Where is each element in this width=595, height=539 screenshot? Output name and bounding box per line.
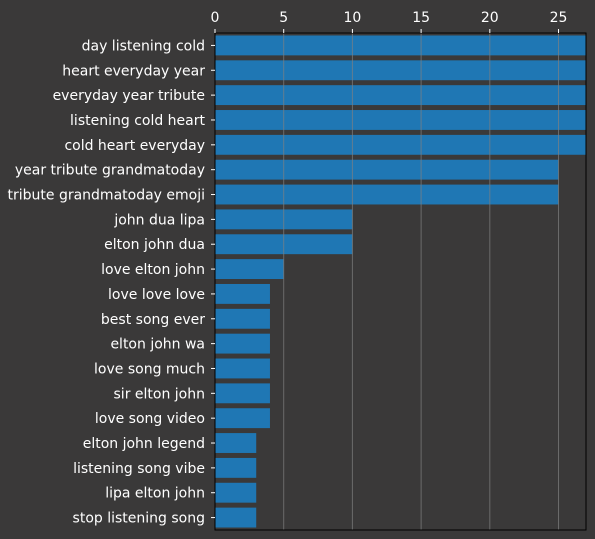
bar bbox=[215, 85, 586, 106]
category-label: love song much bbox=[94, 361, 205, 377]
category-label: year tribute grandmatoday bbox=[15, 163, 205, 179]
bar bbox=[215, 482, 257, 503]
category-label: listening cold heart bbox=[70, 113, 205, 129]
bar bbox=[215, 184, 559, 205]
bar bbox=[215, 333, 270, 354]
category-label: love song video bbox=[95, 411, 205, 427]
category-label: best song ever bbox=[101, 312, 205, 328]
category-label: elton john wa bbox=[110, 337, 205, 353]
category-label: love love love bbox=[108, 287, 205, 303]
category-label: day listening cold bbox=[82, 38, 205, 54]
x-tick-label: 10 bbox=[343, 10, 361, 26]
x-tick-label: 25 bbox=[550, 10, 568, 26]
bar bbox=[215, 457, 257, 478]
bar bbox=[215, 159, 559, 180]
category-label: tribute grandmatoday emoji bbox=[8, 188, 206, 204]
bar bbox=[215, 35, 586, 56]
category-label: stop listening song bbox=[73, 511, 205, 527]
bar bbox=[215, 283, 270, 304]
bar bbox=[215, 60, 586, 81]
x-tick-label: 15 bbox=[412, 10, 430, 26]
bar bbox=[215, 259, 284, 280]
bar bbox=[215, 308, 270, 329]
x-tick-label: 5 bbox=[279, 10, 288, 26]
bar bbox=[215, 110, 586, 130]
bar bbox=[215, 358, 270, 379]
bar bbox=[215, 383, 270, 404]
bar bbox=[215, 433, 257, 453]
bar bbox=[215, 134, 586, 155]
category-label: everyday year tribute bbox=[53, 88, 205, 104]
bar bbox=[215, 507, 257, 528]
category-label: lipa elton john bbox=[105, 486, 205, 502]
x-tick-label: 20 bbox=[481, 10, 499, 26]
category-label: elton john legend bbox=[83, 436, 205, 452]
category-label: heart everyday year bbox=[62, 63, 205, 79]
plot-frame bbox=[214, 32, 587, 531]
category-label: listening song vibe bbox=[73, 461, 205, 477]
bar bbox=[215, 408, 270, 429]
category-label: elton john dua bbox=[104, 237, 205, 253]
category-label: cold heart everyday bbox=[64, 138, 205, 154]
category-label: john dua lipa bbox=[113, 212, 205, 228]
category-label: love elton john bbox=[101, 262, 205, 278]
category-label: sir elton john bbox=[114, 386, 205, 402]
x-tick-label: 0 bbox=[211, 10, 220, 26]
